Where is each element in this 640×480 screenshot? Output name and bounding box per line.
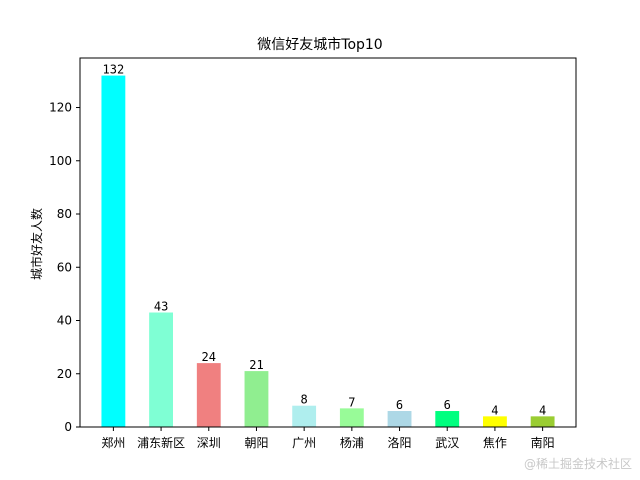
bar-value-label: 4 <box>491 403 498 417</box>
bar-3 <box>196 363 221 427</box>
y-tick-label: 120 <box>49 101 72 115</box>
x-axis-ticks: 郑州 浦东新区 深圳 朝阳 广州 杨浦 洛阳 武汉 焦作 南阳 <box>101 427 555 450</box>
x-tick-label: 焦作 <box>483 436 507 450</box>
bar-value-label: 6 <box>444 398 451 412</box>
bar-value-label: 7 <box>348 395 355 409</box>
bar-2 <box>149 312 173 427</box>
x-tick-label: 洛阳 <box>388 435 412 450</box>
x-tick-label: 郑州 <box>101 435 125 450</box>
watermark: @稀土掘金技术社区 <box>523 457 632 471</box>
bar-value-label: 6 <box>396 398 403 412</box>
bar-9 <box>483 416 507 427</box>
y-tick-label: 80 <box>57 207 72 221</box>
chart-title: 微信好友城市Top10 <box>257 36 382 53</box>
x-tick-label: 朝阳 <box>244 436 268 450</box>
bar-10 <box>530 416 555 427</box>
y-tick-label: 40 <box>57 314 72 328</box>
bar-1 <box>101 75 126 428</box>
y-axis-label: 城市好友人数 <box>29 208 44 280</box>
x-tick-label: 武汉 <box>435 436 459 450</box>
x-tick-label: 浦东新区 <box>137 435 185 450</box>
y-tick-label: 0 <box>64 420 72 434</box>
x-tick-label: 南阳 <box>531 435 555 450</box>
bar-value-label: 8 <box>301 393 308 407</box>
bar-4 <box>244 371 269 427</box>
bar-value-label: 4 <box>539 403 546 417</box>
y-tick-label: 20 <box>57 367 72 381</box>
bar-6 <box>339 408 364 427</box>
bar-value-label: 43 <box>154 300 168 314</box>
bar-value-label: 24 <box>202 350 216 364</box>
bar-7 <box>387 411 412 427</box>
x-tick-label: 杨浦 <box>340 435 364 450</box>
bar-value-label: 21 <box>249 358 263 372</box>
plot-frame <box>79 57 577 428</box>
data-labels-group: 132 43 24 21 8 7 6 6 4 4 <box>103 63 547 418</box>
y-tick-label: 100 <box>49 154 72 168</box>
x-tick-label: 深圳 <box>197 436 221 450</box>
y-axis-ticks: 0 20 40 60 80 100 120 <box>49 101 80 434</box>
bars-group <box>101 75 555 428</box>
bar-8 <box>435 411 460 427</box>
y-tick-label: 60 <box>57 260 72 274</box>
bar-5 <box>292 405 317 427</box>
bar-value-label: 132 <box>103 63 125 77</box>
x-tick-label: 广州 <box>292 436 316 450</box>
